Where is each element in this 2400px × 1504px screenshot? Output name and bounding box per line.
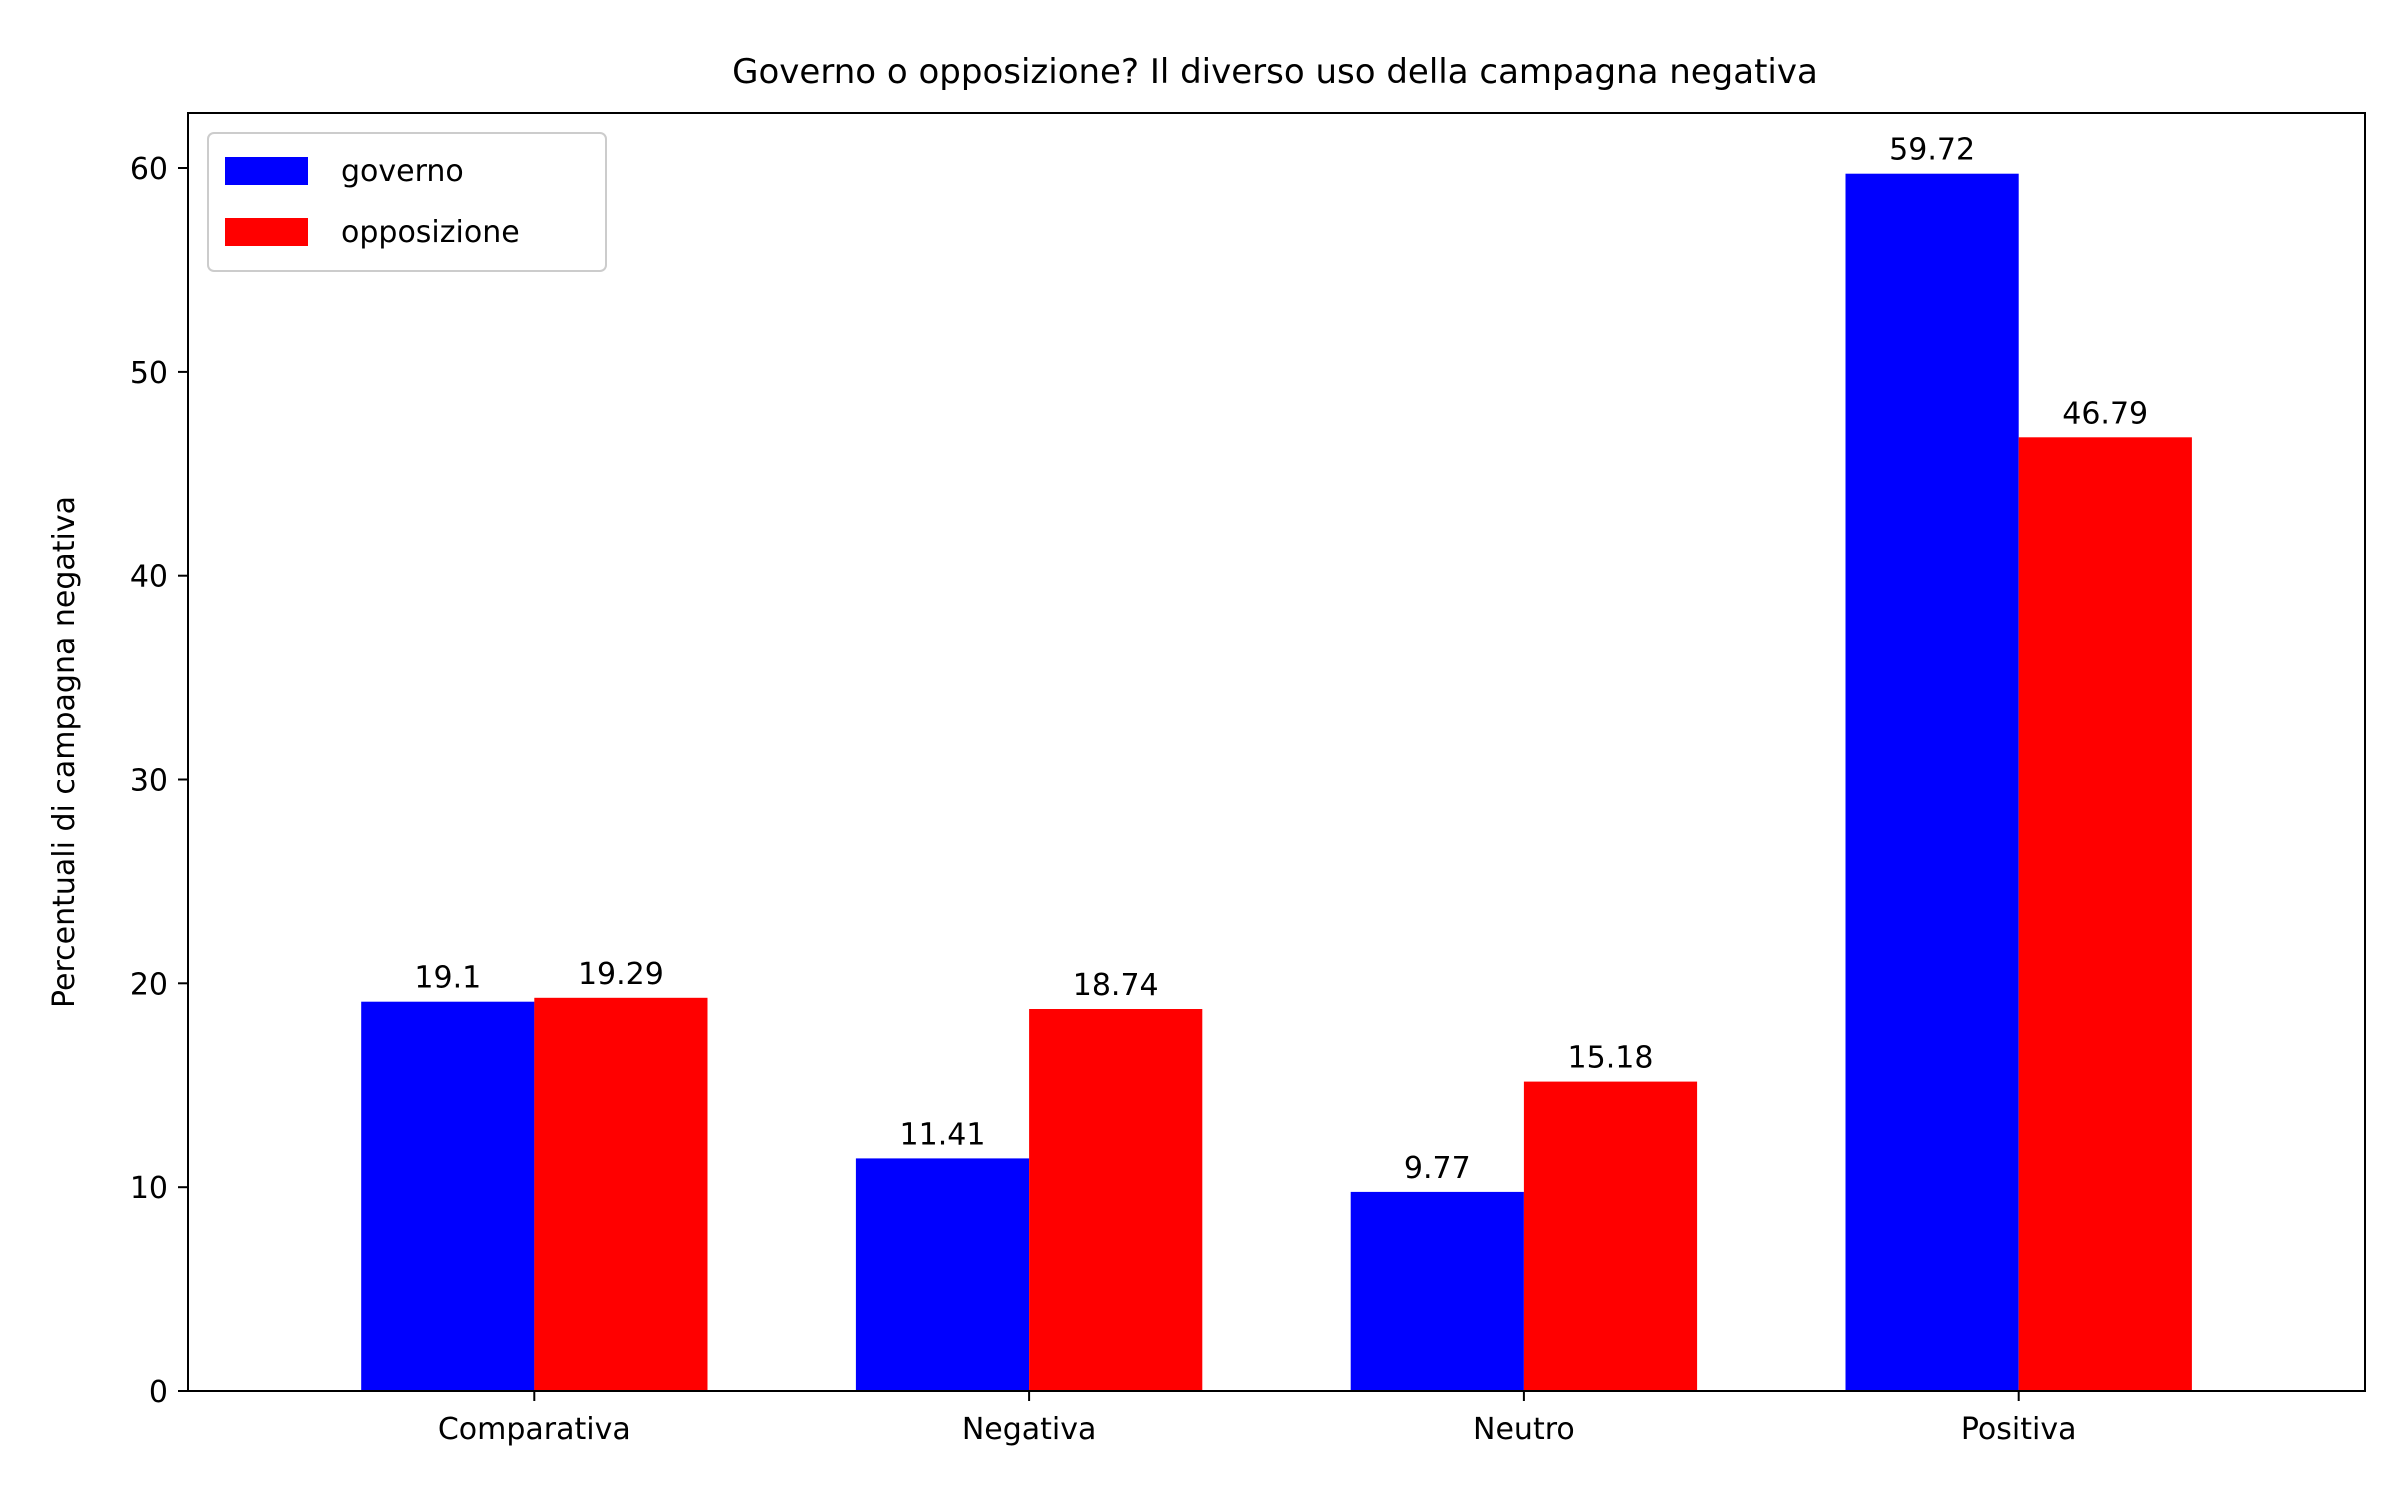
bar-opposizione-positiva <box>2018 437 2192 1391</box>
bar-governo-comparativa <box>361 1001 535 1391</box>
bar-opposizione-comparativa <box>534 997 708 1391</box>
data-label-opposizione-negativa: 18.74 <box>1073 968 1159 1003</box>
data-label-governo-comparativa: 19.1 <box>414 961 481 996</box>
y-tick-label-10: 10 <box>130 1171 168 1206</box>
x-tick-label-positiva: Positiva <box>1961 1412 2077 1447</box>
y-tick-label-30: 30 <box>130 764 168 799</box>
data-label-governo-positiva: 59.72 <box>1889 133 1975 168</box>
legend-label-governo: governo <box>341 154 464 189</box>
plot-frame <box>187 112 2366 1392</box>
y-tick-label-60: 60 <box>130 152 168 187</box>
legend-label-opposizione: opposizione <box>341 215 520 250</box>
bar-governo-neutro <box>1350 1191 1524 1391</box>
data-label-governo-negativa: 11.41 <box>900 1117 986 1152</box>
chart-title: Governo o opposizione? Il diverso uso de… <box>732 52 1818 92</box>
y-axis-label: Percentuali di campagna negativa <box>47 496 82 1008</box>
legend-swatch-opposizione <box>225 218 308 246</box>
x-tick-label-comparativa: Comparativa <box>438 1412 631 1447</box>
bar-governo-positiva <box>1845 173 2019 1392</box>
y-tick-label-0: 0 <box>149 1375 168 1410</box>
legend: governo opposizione <box>207 132 607 272</box>
x-tick-label-negativa: Negativa <box>962 1412 1097 1447</box>
data-label-opposizione-neutro: 15.18 <box>1568 1041 1654 1076</box>
y-tick-label-40: 40 <box>130 560 168 595</box>
bars-group: 19.1 11.41 9.77 59.72 19.29 18.74 15.18 46.79 <box>361 133 2192 1392</box>
y-tick-label-20: 20 <box>130 967 168 1002</box>
bar-opposizione-neutro <box>1523 1081 1698 1391</box>
data-label-opposizione-comparativa: 19.29 <box>578 957 664 992</box>
y-tick-label-50: 50 <box>130 356 168 391</box>
data-label-governo-neutro: 9.77 <box>1404 1151 1471 1186</box>
legend-swatch-governo <box>225 157 308 185</box>
bar-governo-negativa <box>855 1158 1030 1391</box>
x-tick-label-neutro: Neutro <box>1473 1412 1575 1447</box>
bar-opposizione-negativa <box>1029 1009 1203 1391</box>
data-label-opposizione-positiva: 46.79 <box>2062 396 2148 431</box>
ticks-group: Comparativa Negativa Neutro Positiva 0 10 20 30… <box>130 152 2077 1447</box>
